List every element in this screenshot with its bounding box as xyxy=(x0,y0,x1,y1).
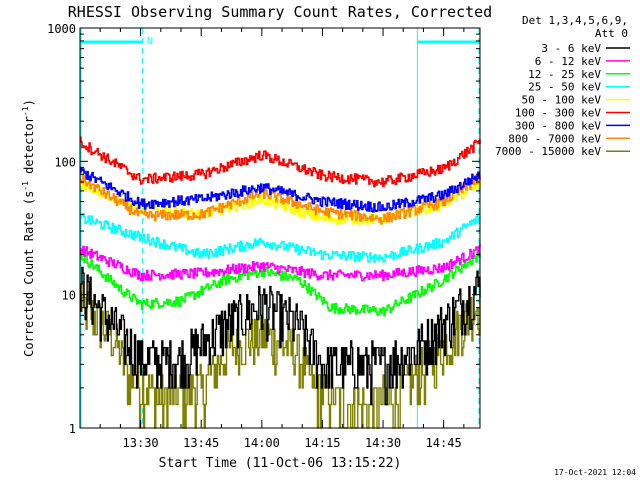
series-line-3 xyxy=(80,213,481,264)
y-tick-label-0: 1 xyxy=(69,422,76,436)
x-tick-label-3: 14:15 xyxy=(304,436,340,450)
plot-area xyxy=(79,27,481,429)
series-line-5 xyxy=(80,136,481,188)
series-line-0 xyxy=(80,266,481,406)
night-annotation: N xyxy=(147,36,153,47)
y-label-sup2: -1 xyxy=(21,106,30,116)
y-tick-label-2: 100 xyxy=(54,155,76,169)
legend-label-1: 6 - 12 keV xyxy=(535,55,602,68)
x-tick-label-4: 14:30 xyxy=(365,436,401,450)
y-axis: 1 10 100 1000 xyxy=(47,22,480,436)
x-tick-label-0: 13:30 xyxy=(123,436,159,450)
legend-label-5: 100 - 300 keV xyxy=(515,107,601,120)
x-axis-label: Start Time (11-Oct-06 13:15:22) xyxy=(159,456,402,471)
legend-label-8: 7000 - 15000 keV xyxy=(495,145,601,158)
timestamp: 17-Oct-2021 12:04 xyxy=(554,468,636,477)
series-line-8 xyxy=(80,281,481,429)
series-line-6 xyxy=(80,166,481,213)
series-layer xyxy=(80,136,481,429)
y-tick-label-1: 10 xyxy=(62,289,76,303)
legend-header-line2: Att 0 xyxy=(595,27,628,40)
legend-header-line1: Det 1,3,4,5,6,9, xyxy=(522,14,628,27)
y-axis-label: Corrected Count Rate (s-1 detector-1) xyxy=(21,99,36,357)
legend-label-4: 50 - 100 keV xyxy=(522,94,602,107)
legend-label-3: 25 - 50 keV xyxy=(528,81,601,94)
x-axis: 13:30 13:45 14:00 14:15 14:30 14:45 xyxy=(79,28,465,450)
legend-label-7: 800 - 7000 keV xyxy=(508,132,601,145)
x-tick-label-5: 14:45 xyxy=(426,436,462,450)
y-tick-label-3: 1000 xyxy=(47,22,76,36)
legend-label-6: 300 - 800 keV xyxy=(515,119,601,132)
chart-title: RHESSI Observing Summary Count Rates, Co… xyxy=(68,3,492,21)
legend-label-0: 3 - 6 keV xyxy=(541,42,601,55)
y-label-end: ) xyxy=(22,99,36,106)
series-line-2 xyxy=(80,251,481,317)
legend-label-2: 12 - 25 keV xyxy=(528,68,601,81)
y-label-main: Corrected Count Rate (s xyxy=(22,191,36,357)
series-line-1 xyxy=(80,244,481,282)
y-label-mid: detector xyxy=(22,116,36,181)
series-line-7 xyxy=(80,174,481,225)
x-tick-label-2: 14:00 xyxy=(244,436,280,450)
x-tick-label-1: 13:45 xyxy=(183,436,219,450)
y-label-sup1: -1 xyxy=(21,181,30,191)
